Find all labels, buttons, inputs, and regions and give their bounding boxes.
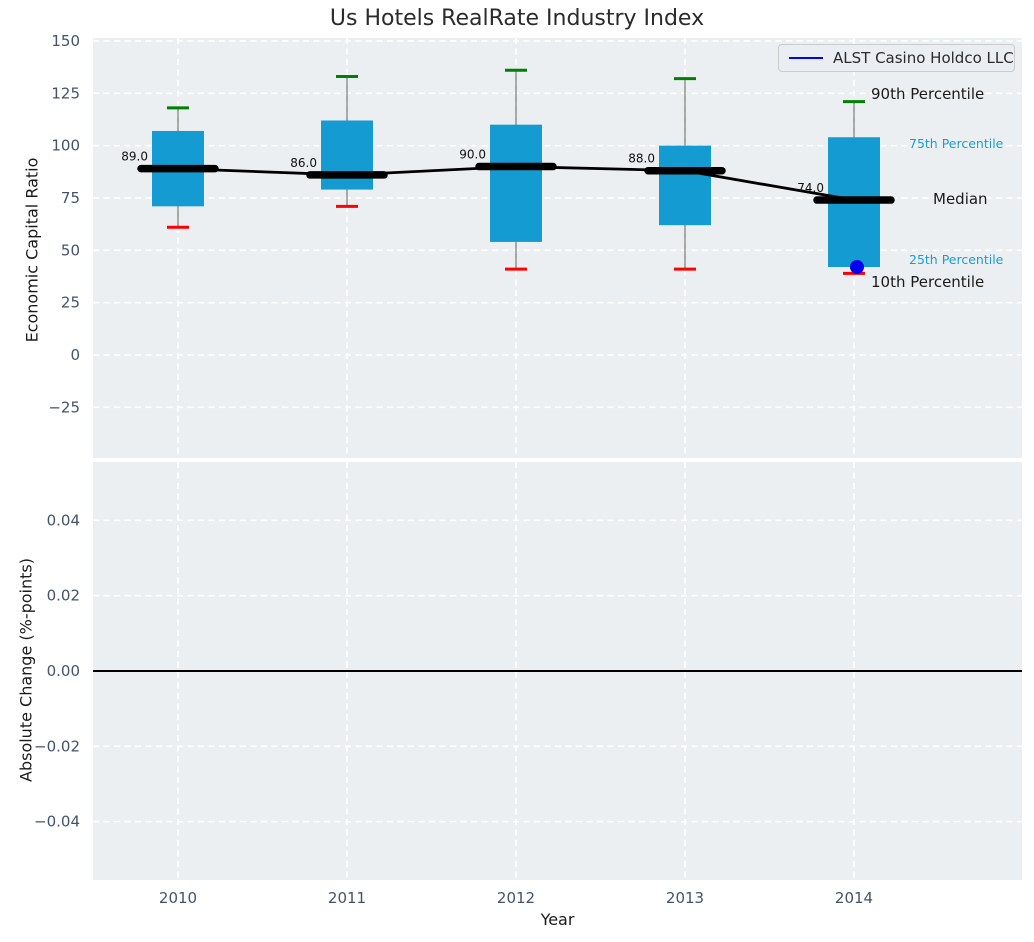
median-value-label: 90.0: [459, 148, 486, 162]
annotation-90th-percentile: 90th Percentile: [871, 85, 984, 103]
top-y-tick-label: −25: [48, 398, 80, 416]
company-data-point: [850, 260, 864, 275]
top-y-tick-label: 150: [51, 32, 80, 50]
x-tick-label: 2014: [835, 889, 873, 907]
bottom-y-tick-label: 0.04: [47, 511, 80, 529]
x-tick-label: 2010: [159, 889, 197, 907]
x-axis-label: Year: [540, 910, 575, 929]
box-iqr: [321, 120, 373, 190]
median-value-label: 89.0: [121, 150, 148, 164]
chart-title: Us Hotels RealRate Industry Index: [329, 6, 705, 31]
top-y-tick-label: 100: [51, 137, 80, 155]
legend-line-sample-icon: [789, 57, 823, 59]
median-value-label: 88.0: [628, 152, 655, 166]
annotation-median: Median: [933, 190, 988, 208]
x-tick-label: 2013: [666, 889, 704, 907]
annotation-75th-percentile: 75th Percentile: [909, 136, 1004, 151]
bottom-y-tick-label: 0.02: [47, 587, 80, 605]
annotation-25th-percentile: 25th Percentile: [909, 252, 1004, 267]
top-y-tick-label: 75: [61, 189, 80, 207]
median-value-label: 74.0: [797, 181, 824, 195]
annotation-10th-percentile: 10th Percentile: [871, 273, 984, 291]
top-y-tick-label: 0: [70, 346, 80, 364]
x-tick-label: 2011: [328, 889, 366, 907]
bottom-y-tick-label: −0.02: [34, 737, 80, 755]
y-axis-label-top: Economic Capital Ratio: [22, 157, 42, 343]
median-value-label: 86.0: [290, 156, 317, 170]
top-y-tick-label: 50: [61, 241, 80, 259]
x-tick-label: 2012: [497, 889, 535, 907]
bottom-y-tick-label: 0.00: [47, 662, 80, 680]
top-y-tick-label: 25: [61, 294, 80, 312]
legend-label: ALST Casino Holdco LLC: [833, 49, 1014, 67]
bottom-y-tick-label: −0.04: [34, 813, 80, 831]
box-iqr: [659, 145, 711, 226]
legend: ALST Casino Holdco LLC: [778, 44, 1015, 72]
top-y-tick-label: 125: [51, 84, 80, 102]
y-axis-label-bottom: Absolute Change (%-points): [16, 558, 36, 782]
box-iqr: [490, 124, 542, 242]
